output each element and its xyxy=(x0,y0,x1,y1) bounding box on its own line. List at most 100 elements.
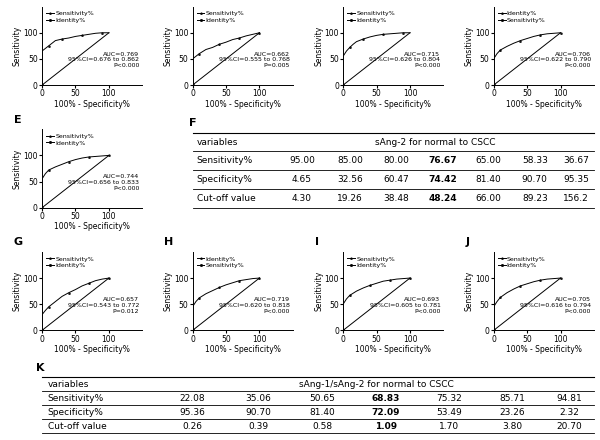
Text: 53.49: 53.49 xyxy=(436,408,462,417)
Legend: Sensitivity%, Identity%: Sensitivity%, Identity% xyxy=(45,10,95,24)
Text: 72.09: 72.09 xyxy=(371,408,400,417)
Sensitivity% xyxy=(229,37,236,42)
Sensitivity% xyxy=(497,295,504,300)
Sensitivity% xyxy=(557,275,564,281)
Identity% xyxy=(38,205,46,210)
Sensitivity% xyxy=(340,82,347,88)
Text: 48.24: 48.24 xyxy=(428,194,457,203)
Text: 1.70: 1.70 xyxy=(439,422,459,431)
Line: Sensitivity%: Sensitivity% xyxy=(343,32,410,86)
Sensitivity% xyxy=(386,278,394,283)
Sensitivity% xyxy=(510,286,517,292)
Sensitivity% xyxy=(38,82,46,88)
Sensitivity% xyxy=(106,275,113,281)
Identity% xyxy=(249,276,256,281)
Text: AUC=0.769
95%CI=0.676 to 0.862
P<0.000: AUC=0.769 95%CI=0.676 to 0.862 P<0.000 xyxy=(68,51,139,68)
Text: 74.42: 74.42 xyxy=(428,175,457,184)
Text: Specificity%: Specificity% xyxy=(47,408,103,417)
Sensitivity% xyxy=(503,290,511,295)
Sensitivity% xyxy=(79,155,86,161)
Y-axis label: Sensitivity: Sensitivity xyxy=(13,271,22,311)
Sensitivity% xyxy=(373,33,380,38)
Line: Identity%: Identity% xyxy=(493,277,561,331)
Sensitivity% xyxy=(340,54,347,59)
Text: AUC=0.744
95%CI=0.656 to 0.833
P<0.000: AUC=0.744 95%CI=0.656 to 0.833 P<0.000 xyxy=(68,174,139,191)
Text: 81.40: 81.40 xyxy=(309,408,335,417)
Text: 80.00: 80.00 xyxy=(383,156,409,165)
Text: AUC=0.715
95%CI=0.626 to 0.804
P<0.000: AUC=0.715 95%CI=0.626 to 0.804 P<0.000 xyxy=(370,51,440,68)
Text: sAng-1/sAng-2 for normal to CSCC: sAng-1/sAng-2 for normal to CSCC xyxy=(299,380,454,389)
Sensitivity% xyxy=(92,154,99,159)
Sensitivity% xyxy=(85,281,92,286)
Identity% xyxy=(229,280,236,286)
Line: Identity%: Identity% xyxy=(41,277,110,331)
Sensitivity% xyxy=(98,153,106,158)
Identity% xyxy=(242,277,250,282)
Line: Identity%: Identity% xyxy=(41,155,110,209)
Sensitivity% xyxy=(72,34,79,39)
Text: 60.47: 60.47 xyxy=(383,175,409,184)
Sensitivity% xyxy=(537,278,544,283)
Identity% xyxy=(497,48,504,53)
X-axis label: 100% - Specificity%: 100% - Specificity% xyxy=(355,99,431,109)
Line: Sensitivity%: Sensitivity% xyxy=(192,277,260,331)
Sensitivity% xyxy=(557,30,564,35)
Identity% xyxy=(406,275,413,281)
Sensitivity% xyxy=(353,39,360,44)
Text: 0.58: 0.58 xyxy=(312,422,332,431)
Text: 20.70: 20.70 xyxy=(556,422,582,431)
Sensitivity% xyxy=(256,30,263,35)
Sensitivity% xyxy=(340,328,347,333)
Identity% xyxy=(223,282,230,287)
Identity% xyxy=(216,285,223,290)
Y-axis label: Sensitivity: Sensitivity xyxy=(163,271,172,311)
Sensitivity% xyxy=(353,289,360,294)
Text: 0.26: 0.26 xyxy=(182,422,202,431)
Text: AUC=0.662
95%CI=0.555 to 0.768
P=0.005: AUC=0.662 95%CI=0.555 to 0.768 P=0.005 xyxy=(219,51,290,68)
Sensitivity% xyxy=(189,82,196,88)
Sensitivity% xyxy=(49,40,56,46)
Sensitivity% xyxy=(42,171,49,176)
Sensitivity% xyxy=(406,275,413,281)
Sensitivity% xyxy=(38,48,46,54)
Line: Identity%: Identity% xyxy=(343,32,410,86)
Sensitivity% xyxy=(490,304,497,309)
Identity% xyxy=(189,82,196,88)
X-axis label: 100% - Specificity%: 100% - Specificity% xyxy=(355,345,431,354)
Legend: Sensitivity%, Identity%: Sensitivity%, Identity% xyxy=(45,132,95,147)
Text: variables: variables xyxy=(197,138,238,147)
X-axis label: 100% - Specificity%: 100% - Specificity% xyxy=(506,345,582,354)
Identity% xyxy=(192,299,199,304)
Identity% xyxy=(517,38,524,43)
Identity% xyxy=(557,275,564,281)
Sensitivity% xyxy=(85,154,92,160)
Y-axis label: Sensitivity: Sensitivity xyxy=(13,148,22,189)
Identity% xyxy=(490,328,497,333)
Text: 23.26: 23.26 xyxy=(500,408,526,417)
Identity% xyxy=(196,295,203,301)
Y-axis label: Sensitivity: Sensitivity xyxy=(13,26,22,66)
Text: variables: variables xyxy=(47,380,89,389)
Line: Sensitivity%: Sensitivity% xyxy=(343,277,410,331)
Identity% xyxy=(537,32,544,37)
Text: AUC=0.706
95%CI=0.622 to 0.790
P<0.000: AUC=0.706 95%CI=0.622 to 0.790 P<0.000 xyxy=(520,51,591,68)
Text: B: B xyxy=(164,0,173,2)
Sensitivity% xyxy=(52,38,59,43)
Y-axis label: Sensitivity: Sensitivity xyxy=(464,271,473,311)
Sensitivity% xyxy=(72,287,79,292)
Identity% xyxy=(209,288,216,293)
Line: Identity%: Identity% xyxy=(41,32,110,86)
X-axis label: 100% - Specificity%: 100% - Specificity% xyxy=(506,99,582,109)
Sensitivity% xyxy=(216,42,223,47)
Text: 90.70: 90.70 xyxy=(522,175,548,184)
Text: 89.23: 89.23 xyxy=(522,194,548,203)
Sensitivity% xyxy=(42,46,49,51)
Text: H: H xyxy=(164,237,173,247)
Sensitivity% xyxy=(400,276,407,281)
Text: 22.08: 22.08 xyxy=(179,393,205,403)
Sensitivity% xyxy=(359,37,367,42)
Sensitivity% xyxy=(85,32,92,37)
Sensitivity% xyxy=(106,153,113,158)
Text: A: A xyxy=(14,0,23,2)
Legend: Sensitivity%, Identity%: Sensitivity%, Identity% xyxy=(497,255,547,270)
